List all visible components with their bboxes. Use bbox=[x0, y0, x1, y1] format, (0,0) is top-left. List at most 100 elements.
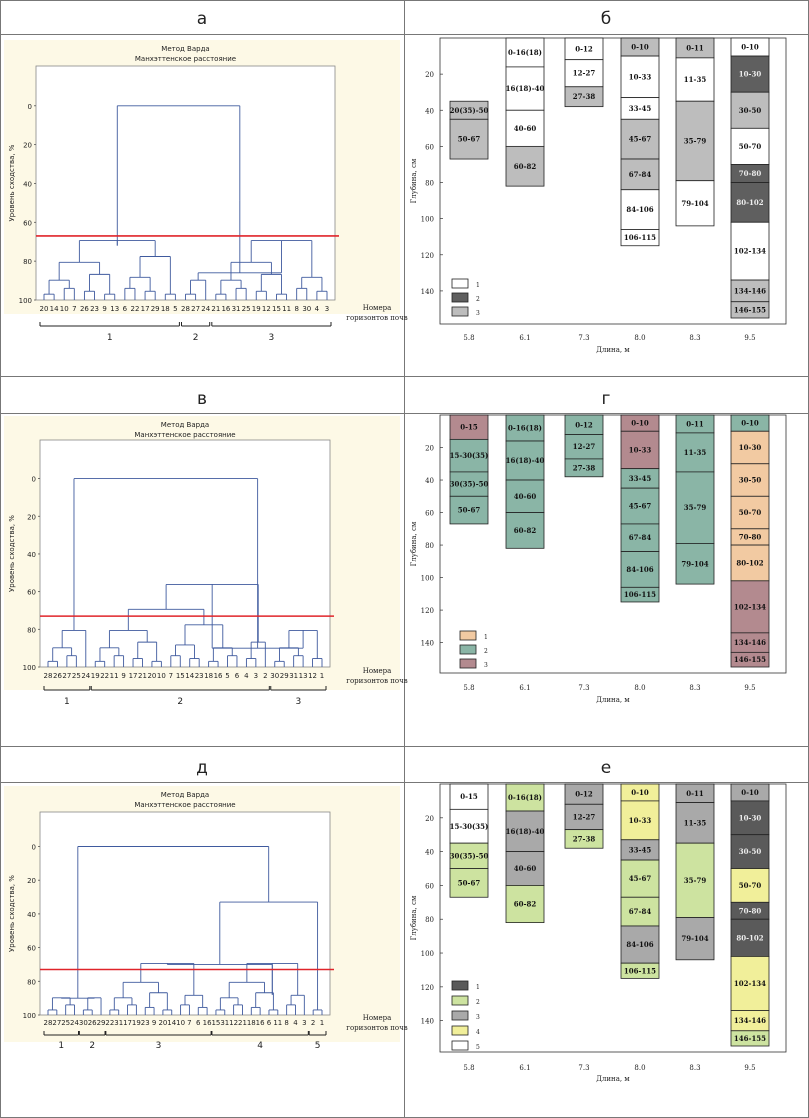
soil-layer bbox=[620, 896, 660, 927]
soil-layer-label: 35-79 bbox=[684, 503, 707, 512]
soil-layer-label: 12-27 bbox=[573, 812, 596, 821]
soil-layer bbox=[730, 55, 770, 93]
dendrogram-title-line2: Манхэттенское расстояние bbox=[134, 431, 235, 439]
soil-layer-label: 45-67 bbox=[629, 874, 652, 883]
soil-layer bbox=[730, 221, 770, 281]
x-axis-label-line2: горизонтов почв bbox=[346, 1024, 407, 1032]
legend-swatch bbox=[451, 980, 469, 991]
leaf-label: 5 bbox=[173, 305, 177, 313]
leaf-label: 4 bbox=[315, 305, 320, 313]
soil-layer bbox=[449, 471, 489, 497]
legend-swatch bbox=[459, 658, 477, 669]
legend-label: 3 bbox=[476, 310, 480, 317]
panel-label-e: е bbox=[601, 758, 611, 778]
leaf-label: 24 bbox=[70, 1019, 79, 1027]
leaf-label: 19 bbox=[91, 672, 100, 680]
soil-layer-label: 60-82 bbox=[514, 162, 537, 171]
soil-layer bbox=[675, 180, 715, 227]
x-tick-label: 6.1 bbox=[519, 334, 530, 342]
y-tick-label: 100 bbox=[421, 216, 434, 224]
soil-layer bbox=[449, 868, 489, 898]
y-tick-label: 100 bbox=[421, 950, 434, 958]
soil-layer bbox=[620, 925, 660, 964]
legend-swatch bbox=[451, 1040, 469, 1051]
leaf-label: 6 bbox=[123, 305, 128, 313]
x-axis-label-line2: горизонтов почв bbox=[346, 677, 407, 685]
leaf-label: 29 bbox=[151, 305, 160, 313]
leaf-label: 9 bbox=[102, 305, 106, 313]
leaf-label: 7 bbox=[187, 1019, 191, 1027]
y-tick-label: 40 bbox=[425, 849, 434, 857]
x-tick-label: 7.3 bbox=[578, 684, 589, 692]
dendrogram-title-line2: Манхэттенское расстояние bbox=[135, 55, 236, 63]
soil-layer bbox=[620, 229, 660, 247]
y-axis-label: Уровень сходства, % bbox=[8, 875, 16, 952]
legend-label: 3 bbox=[484, 662, 488, 669]
soil-layer-label: 10-30 bbox=[739, 443, 762, 452]
soil-layer-label: 40-60 bbox=[514, 124, 537, 133]
leaf-label: 30 bbox=[270, 672, 279, 680]
soil-layer-label: 0-11 bbox=[686, 789, 704, 798]
soil-layer bbox=[505, 145, 545, 187]
soil-layer-label: 33-45 bbox=[629, 474, 652, 483]
y-tick-label: 60 bbox=[425, 510, 434, 518]
soil-layer-label: 30-50 bbox=[739, 106, 762, 115]
y-tick-label: 20 bbox=[425, 445, 434, 453]
leaf-label: 26 bbox=[88, 1019, 97, 1027]
leaf-label: 8 bbox=[284, 1019, 288, 1027]
soil-layer bbox=[505, 66, 545, 111]
soil-layer-label: 146-155 bbox=[734, 655, 766, 664]
dendrogram-title-line1: Метод Варда bbox=[161, 421, 209, 429]
soil-layer bbox=[730, 651, 770, 668]
x-axis-label-line1: Номера bbox=[363, 304, 392, 312]
leaf-label: 25 bbox=[61, 1019, 70, 1027]
y-axis-label: Глубина, см bbox=[410, 158, 418, 203]
soil-layer-label: 45-67 bbox=[629, 502, 652, 511]
panel-label-g: г bbox=[602, 389, 611, 409]
y-axis-label: Уровень сходства, % bbox=[8, 515, 16, 592]
leaf-label: 12 bbox=[308, 672, 317, 680]
soil-layer-label: 33-45 bbox=[629, 845, 652, 854]
leaf-label: 31 bbox=[114, 1019, 123, 1027]
x-tick-label: 8.0 bbox=[634, 1064, 645, 1072]
leaf-label: 13 bbox=[299, 672, 308, 680]
soil-layer-label: 50-70 bbox=[739, 142, 762, 151]
legend-label: 2 bbox=[484, 648, 488, 655]
x-tick-label: 6.1 bbox=[519, 684, 530, 692]
legend-swatch bbox=[451, 1025, 469, 1036]
leaf-label: 16 bbox=[221, 305, 230, 313]
soil-layer-label: 16(18)-40 bbox=[506, 827, 545, 836]
soil-layer-label: 0-11 bbox=[686, 419, 704, 428]
leaf-label: 19 bbox=[252, 305, 261, 313]
leaf-label: 27 bbox=[52, 1019, 61, 1027]
x-tick-label: 8.0 bbox=[634, 684, 645, 692]
y-tick-label: 80 bbox=[425, 180, 434, 188]
y-axis-label: Глубина, см bbox=[410, 895, 418, 940]
soil-layer bbox=[730, 430, 770, 465]
cluster-label: 2 bbox=[177, 697, 183, 707]
soil-layer-label: 27-38 bbox=[573, 463, 596, 472]
leaf-label: 20 bbox=[40, 305, 49, 313]
soil-layer bbox=[564, 803, 604, 831]
y-tick-label: 60 bbox=[425, 143, 434, 151]
soil-layer-label: 30(35)-50 bbox=[450, 480, 489, 489]
leaf-label: 19 bbox=[132, 1019, 141, 1027]
x-axis-label-line1: Номера bbox=[363, 667, 392, 675]
leaf-label: 7 bbox=[72, 305, 76, 313]
soil-layer-label: 79-104 bbox=[681, 199, 708, 208]
x-tick-label: 9.5 bbox=[744, 1064, 755, 1072]
soil-layer-label: 15-30(35) bbox=[450, 451, 489, 460]
leaf-label: 31 bbox=[289, 672, 298, 680]
soil-layer bbox=[505, 512, 545, 549]
soil-layer bbox=[620, 523, 660, 552]
leaf-label: 3 bbox=[325, 305, 329, 313]
soil-layer-label: 84-106 bbox=[626, 205, 653, 214]
soil-layer-label: 84-106 bbox=[626, 940, 653, 949]
soil-layer-label: 102-134 bbox=[734, 602, 766, 611]
soil-layer-label: 0-10 bbox=[741, 43, 759, 52]
y-tick-label: 120 bbox=[421, 252, 434, 260]
soil-layer-label: 102-134 bbox=[734, 979, 766, 988]
soil-layer-label: 80-102 bbox=[736, 558, 763, 567]
x-tick-label: 5.8 bbox=[463, 684, 474, 692]
leaf-label: 21 bbox=[138, 672, 147, 680]
